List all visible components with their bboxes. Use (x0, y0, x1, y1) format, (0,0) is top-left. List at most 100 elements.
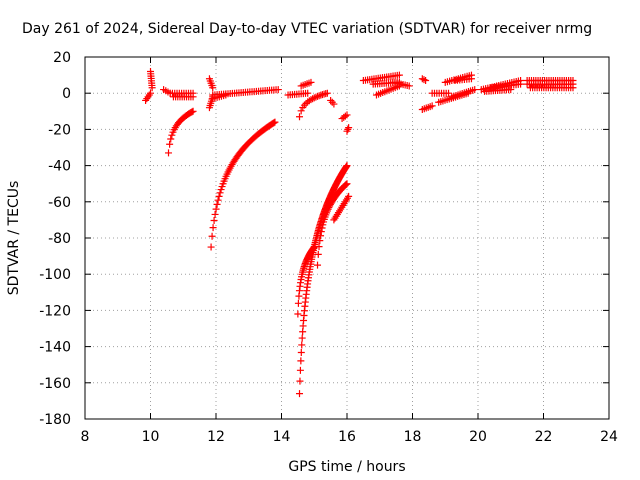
data-series-segment (294, 243, 318, 318)
x-tick-label: 8 (81, 429, 90, 445)
data-point (314, 261, 322, 269)
data-point (168, 131, 176, 139)
data-point (167, 135, 175, 143)
data-point (209, 224, 217, 232)
data-series-segment (448, 86, 479, 101)
data-point (345, 192, 353, 200)
data-series-segment (330, 192, 353, 224)
data-series-segment (314, 180, 351, 269)
data-point (296, 113, 304, 121)
data-series-segment (418, 75, 430, 85)
data-point (428, 102, 436, 110)
data-point (467, 75, 475, 83)
data-point (420, 76, 428, 84)
data-series-segment (297, 78, 315, 90)
data-point (471, 86, 479, 94)
data-point (210, 216, 218, 224)
data-point (294, 299, 302, 307)
data-point (298, 334, 306, 342)
data-series-segment (166, 89, 197, 97)
data-series-segment (428, 89, 453, 97)
data-series-segment (142, 89, 154, 104)
data-point (294, 310, 302, 318)
data-point (304, 89, 312, 97)
data-point (312, 93, 320, 101)
y-tick-label: -100 (39, 267, 71, 283)
data-point (297, 349, 305, 357)
data-point (148, 84, 156, 92)
data-point (315, 243, 323, 251)
data-series-segment (169, 93, 197, 101)
data-point (317, 232, 325, 240)
x-tick-label: 24 (600, 429, 618, 445)
tick-labels: 8 10 12 14 16 18 20 22 24 20 0 -20 -40 -60 -80 -100 -120… (39, 50, 618, 445)
data-point (296, 366, 304, 374)
x-axis-label: GPS time / hours (288, 459, 405, 475)
data-point (271, 118, 279, 126)
data-series-segment (205, 75, 217, 92)
x-tick-label: 12 (207, 429, 225, 445)
data-point (307, 78, 315, 86)
y-tick-label: -160 (39, 376, 71, 392)
data-point (216, 189, 224, 197)
data-point (405, 82, 413, 90)
data-point (189, 107, 197, 115)
data-series-segment (418, 102, 436, 113)
data-point (341, 181, 349, 189)
data-point (314, 92, 322, 100)
data-point (345, 124, 353, 132)
data-point (297, 357, 305, 365)
data-point (209, 84, 217, 92)
data-point (344, 125, 352, 133)
data-series-segment (147, 67, 156, 92)
data-point (217, 186, 225, 194)
data-series-segment (296, 89, 331, 121)
data-series-segment (209, 91, 230, 103)
data-point (222, 91, 230, 99)
data-point (189, 93, 197, 101)
y-axis-label: SDTVAR / TECUs (6, 181, 22, 296)
y-tick-label: -120 (39, 303, 71, 319)
data-point (310, 94, 318, 102)
data-point (274, 86, 282, 94)
data-point (314, 250, 322, 258)
data-series-segment (523, 77, 577, 85)
data-point (296, 390, 304, 398)
data-points (142, 67, 577, 398)
data-point (445, 89, 453, 97)
grid (85, 57, 609, 419)
data-point (328, 98, 336, 106)
y-tick-label: -180 (39, 412, 71, 428)
x-tick-label: 10 (142, 429, 160, 445)
data-point (317, 228, 325, 236)
data-series-segment (359, 71, 403, 85)
data-point (296, 377, 304, 385)
data-point (343, 162, 351, 170)
y-tick-label: -40 (48, 159, 71, 175)
data-series-segment (343, 124, 353, 135)
data-point (341, 112, 349, 120)
data-point (166, 140, 174, 148)
data-point (207, 243, 215, 251)
y-tick-label: -140 (39, 340, 71, 356)
y-tick-label: -80 (48, 231, 71, 247)
data-point (569, 84, 577, 92)
data-point (213, 200, 221, 208)
data-series-segment (165, 107, 197, 157)
data-point (330, 100, 338, 108)
data-point (212, 205, 220, 213)
data-point (297, 107, 305, 115)
plot-frame (84, 56, 610, 420)
y-tick-label: -60 (48, 195, 71, 211)
data-series-segment (207, 118, 279, 251)
data-point (316, 237, 324, 245)
data-series-segment (372, 82, 403, 99)
data-series-segment (526, 84, 577, 92)
data-series-segment (327, 96, 338, 108)
data-series-segment (451, 75, 475, 85)
x-tick-label: 20 (469, 429, 487, 445)
data-point (342, 180, 350, 188)
data-point (214, 196, 222, 204)
data-point (323, 89, 331, 97)
